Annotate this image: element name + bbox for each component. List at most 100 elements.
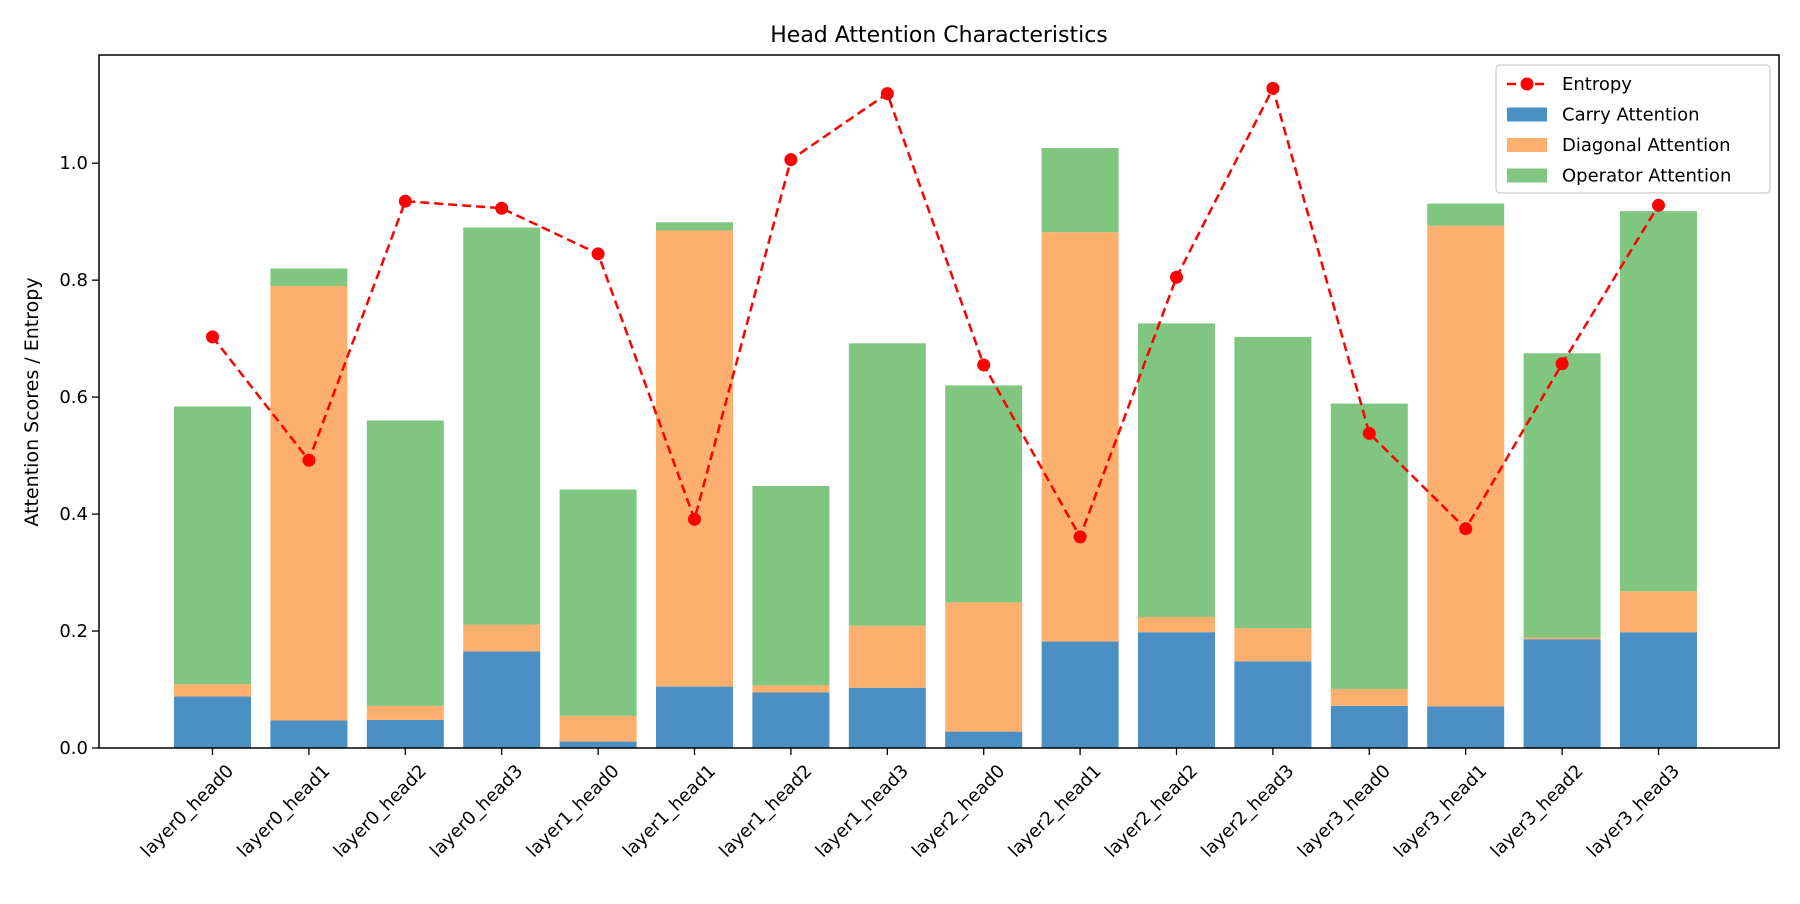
y-axis-label: Attention Scores / Entropy [21, 277, 43, 526]
bar-diagonal-attention [752, 685, 830, 693]
bar-carry-attention [463, 651, 541, 748]
bar-carry-attention [1427, 706, 1505, 748]
bar-operator-attention [945, 385, 1023, 603]
bar-operator-attention [1138, 323, 1215, 618]
bar-diagonal-attention [1620, 591, 1697, 633]
entropy-point [1362, 426, 1376, 440]
legend-box [1495, 64, 1771, 194]
x-tick-label: layer0_head1 [233, 761, 334, 862]
bar-operator-attention [1330, 403, 1408, 689]
entropy-point [880, 87, 894, 101]
bar-operator-attention [1427, 203, 1505, 226]
bar-operator-attention [1041, 147, 1119, 233]
legend-swatch-diagonal-attention [1507, 138, 1547, 152]
y-axis: 0.0 0.2 0.4 0.6 0.8 1.0 [59, 153, 99, 759]
entropy-point [1266, 81, 1280, 95]
bar-operator-attention [366, 420, 444, 706]
bars-layer [174, 147, 1697, 748]
bar-carry-attention [1523, 639, 1601, 748]
entropy-point [302, 453, 316, 467]
entropy-point [591, 247, 605, 261]
x-tick-label: layer1_head3 [812, 761, 913, 862]
legend-label: Operator Attention [1562, 166, 1731, 187]
legend-marker-entropy [1520, 77, 1534, 91]
x-tick-label: layer1_head2 [715, 761, 816, 862]
legend: Entropy Carry Attention Diagonal Attention… [1495, 64, 1771, 194]
x-tick-label: layer2_head0 [908, 761, 1009, 862]
x-tick-label: layer3_head0 [1294, 761, 1395, 862]
x-tick-label: layer2_head3 [1197, 761, 1298, 862]
bar-diagonal-attention [848, 625, 926, 688]
entropy-point [784, 153, 798, 167]
bar-diagonal-attention [463, 624, 541, 652]
bar-operator-attention [1523, 353, 1601, 638]
bar-carry-attention [1138, 632, 1215, 748]
entropy-point [1459, 522, 1473, 536]
entropy-point [1170, 270, 1183, 284]
bar-carry-attention [752, 692, 830, 748]
bar-diagonal-attention [270, 286, 348, 721]
bar-diagonal-attention [1138, 617, 1215, 633]
x-tick-label: layer3_head1 [1390, 761, 1491, 862]
bar-operator-attention [174, 406, 251, 685]
y-tick-label: 0.8 [59, 270, 88, 291]
bar-diagonal-attention [1330, 688, 1408, 706]
entropy-line-layer [206, 81, 1665, 544]
bar-carry-attention [174, 696, 251, 748]
entropy-point [1073, 530, 1087, 544]
bar-carry-attention [656, 686, 733, 748]
chart-title: Head Attention Characteristics [770, 23, 1108, 48]
bar-carry-attention [945, 731, 1023, 748]
x-axis: layer0_head0layer0_head1layer0_head2laye… [137, 748, 1684, 862]
bar-diagonal-attention [174, 684, 251, 697]
bar-carry-attention [270, 720, 348, 748]
legend-label: Diagonal Attention [1562, 135, 1731, 156]
bar-diagonal-attention [1427, 225, 1505, 707]
bar-operator-attention [1620, 211, 1697, 592]
bar-carry-attention [366, 719, 444, 748]
entropy-point [1652, 198, 1665, 212]
entropy-point [1555, 357, 1569, 371]
entropy-point [495, 201, 509, 215]
bar-carry-attention [1234, 661, 1312, 748]
y-tick-label: 0.4 [59, 504, 88, 525]
x-tick-label: layer1_head0 [523, 761, 624, 862]
y-tick-label: 0.0 [59, 738, 88, 759]
bar-operator-attention [1234, 336, 1312, 629]
y-tick-label: 0.2 [59, 621, 88, 642]
legend-label: Carry Attention [1562, 105, 1700, 126]
x-tick-label: layer1_head1 [619, 761, 720, 862]
bar-operator-attention [656, 222, 733, 231]
entropy-point [977, 358, 991, 372]
bar-carry-attention [559, 741, 637, 748]
y-tick-label: 1.0 [59, 153, 88, 174]
bar-carry-attention [848, 687, 926, 748]
x-tick-label: layer0_head3 [426, 761, 527, 862]
x-tick-label: layer0_head0 [137, 761, 238, 862]
x-tick-label: layer2_head1 [1005, 761, 1106, 862]
entropy-line [211, 84, 1660, 540]
legend-swatch-operator-attention [1507, 168, 1547, 183]
bar-carry-attention [1620, 632, 1697, 748]
bar-diagonal-attention [1041, 232, 1119, 642]
bar-operator-attention [559, 489, 637, 716]
bar-diagonal-attention [366, 705, 444, 720]
bar-diagonal-attention [945, 602, 1023, 732]
entropy-point [206, 330, 219, 344]
bar-operator-attention [752, 486, 830, 686]
x-tick-label: layer2_head2 [1101, 761, 1202, 862]
x-tick-label: layer0_head2 [330, 761, 431, 862]
bar-carry-attention [1041, 641, 1119, 748]
bar-diagonal-attention [656, 230, 733, 687]
bar-diagonal-attention [1523, 637, 1601, 640]
x-tick-label: layer3_head2 [1487, 761, 1588, 862]
bar-diagonal-attention [1234, 628, 1312, 662]
bar-diagonal-attention [559, 715, 637, 742]
legend-swatch-carry-attention [1507, 107, 1547, 122]
bar-operator-attention [270, 268, 348, 286]
plot-frame [98, 54, 1780, 749]
y-tick-label: 0.6 [59, 387, 88, 408]
x-tick-label: layer3_head3 [1583, 761, 1684, 862]
